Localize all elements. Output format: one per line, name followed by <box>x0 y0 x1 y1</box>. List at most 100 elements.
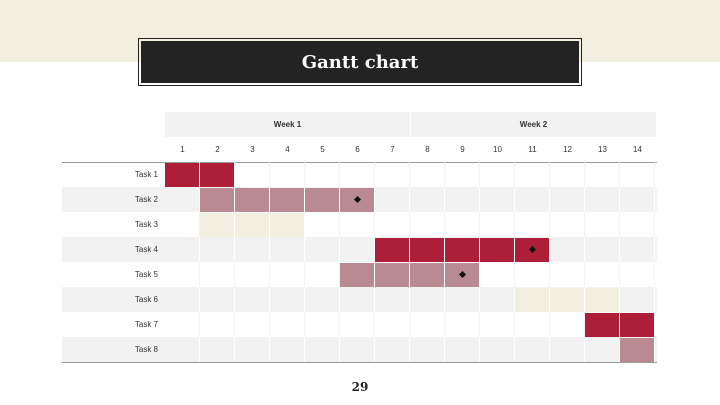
grid-cell <box>515 262 550 287</box>
grid-cell <box>270 312 305 337</box>
grid-cell <box>340 337 375 362</box>
day-header: 3 <box>250 145 255 154</box>
grid-cell <box>200 237 235 262</box>
task-bar-cell <box>480 237 515 262</box>
grid-cell <box>165 337 200 362</box>
task-label: Task 3 <box>134 220 158 229</box>
day-header: 12 <box>563 145 572 154</box>
task-bar-cell <box>200 162 235 187</box>
day-header: 7 <box>390 145 395 154</box>
grid-cell <box>445 187 480 212</box>
grid-cell <box>340 312 375 337</box>
grid-cell <box>550 312 585 337</box>
task-bar-cell <box>375 237 410 262</box>
day-header: 11 <box>528 145 537 154</box>
task-bar-cell <box>620 312 655 337</box>
grid-cell <box>410 187 445 212</box>
task-label: Task 2 <box>134 195 158 204</box>
grid-cell <box>515 187 550 212</box>
task-bar-cell <box>620 337 655 362</box>
grid-cell <box>550 337 585 362</box>
grid-cell <box>515 212 550 237</box>
week-header: Week 2 <box>410 112 656 137</box>
grid-cell <box>585 162 620 187</box>
grid-cell <box>375 212 410 237</box>
task-label: Task 4 <box>134 245 158 254</box>
grid-cell <box>165 287 200 312</box>
task-label: Task 8 <box>134 345 158 354</box>
day-header: 9 <box>460 145 465 154</box>
day-header: 4 <box>285 145 290 154</box>
day-header: 13 <box>598 145 607 154</box>
grid-cell <box>270 162 305 187</box>
grid-cell <box>585 212 620 237</box>
grid-cell <box>585 187 620 212</box>
task-bar-cell <box>585 312 620 337</box>
header-divider <box>62 162 657 163</box>
grid-cell <box>480 187 515 212</box>
grid-cell <box>200 312 235 337</box>
grid-cell <box>585 237 620 262</box>
grid-cell <box>235 162 270 187</box>
grid-cell <box>410 162 445 187</box>
page-title: Gantt chart <box>301 51 419 73</box>
grid-cell <box>515 337 550 362</box>
grid-cell <box>305 312 340 337</box>
task-bar-cell <box>270 212 305 237</box>
day-header: 8 <box>425 145 430 154</box>
task-bar-cell <box>550 287 585 312</box>
task-bar-cell <box>410 237 445 262</box>
grid-cell <box>480 262 515 287</box>
grid-cell <box>515 162 550 187</box>
grid-cell <box>270 287 305 312</box>
grid-cell <box>620 287 655 312</box>
grid-cell <box>165 312 200 337</box>
grid-cell <box>340 237 375 262</box>
task-bar-cell <box>165 162 200 187</box>
grid-cell <box>305 337 340 362</box>
grid-cell <box>445 212 480 237</box>
grid-cell <box>375 312 410 337</box>
grid-cell <box>235 262 270 287</box>
grid-cell <box>480 162 515 187</box>
grid-cell <box>375 337 410 362</box>
row-stripe <box>62 237 657 262</box>
day-header: 10 <box>493 145 502 154</box>
grid-cell <box>410 337 445 362</box>
day-header: 6 <box>355 145 360 154</box>
grid-cell <box>235 287 270 312</box>
grid-cell <box>620 262 655 287</box>
day-header: 14 <box>633 145 642 154</box>
grid-cell <box>305 212 340 237</box>
grid-cell <box>445 287 480 312</box>
table-bottom-line <box>62 362 657 363</box>
grid-cell <box>515 312 550 337</box>
task-bar-cell <box>445 237 480 262</box>
grid-cell <box>340 162 375 187</box>
grid-cell <box>270 237 305 262</box>
task-bar-cell <box>200 212 235 237</box>
grid-cell <box>480 312 515 337</box>
grid-cell <box>375 187 410 212</box>
task-label: Task 5 <box>134 270 158 279</box>
week-header: Week 1 <box>165 112 410 137</box>
task-bar-cell <box>235 212 270 237</box>
title-box: Gantt chart <box>138 38 582 86</box>
task-label: Task 1 <box>134 170 158 179</box>
grid-cell <box>550 262 585 287</box>
grid-cell <box>410 312 445 337</box>
grid-cell <box>270 337 305 362</box>
task-bar-cell <box>305 187 340 212</box>
task-bar-cell <box>200 187 235 212</box>
grid-cell <box>410 287 445 312</box>
task-bar-cell <box>375 262 410 287</box>
day-header: 2 <box>215 145 220 154</box>
grid-cell <box>375 287 410 312</box>
grid-cell <box>270 262 305 287</box>
task-bar-cell <box>270 187 305 212</box>
task-bar-cell <box>410 262 445 287</box>
grid-cell <box>410 212 445 237</box>
task-label: Task 6 <box>134 295 158 304</box>
grid-cell <box>305 237 340 262</box>
grid-cell <box>550 212 585 237</box>
